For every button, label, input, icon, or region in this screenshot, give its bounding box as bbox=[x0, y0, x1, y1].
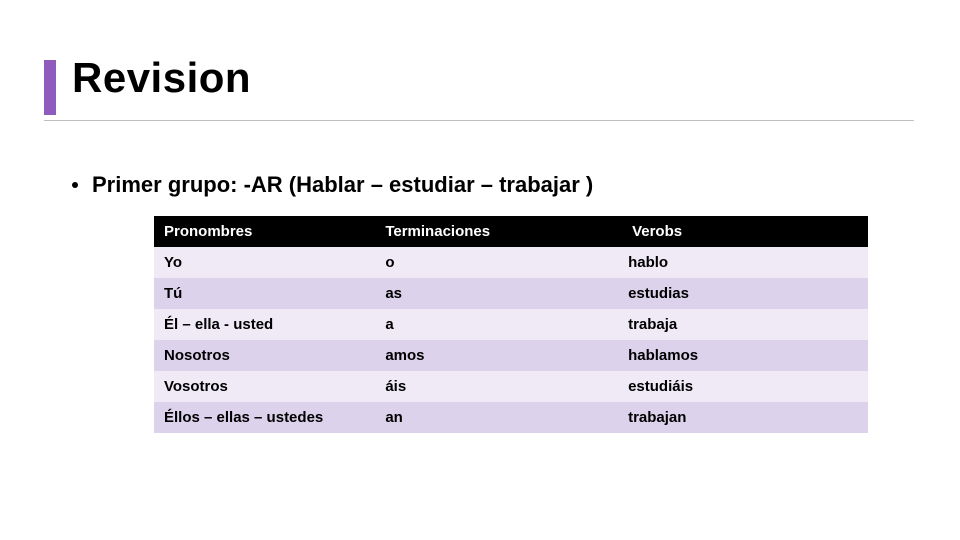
cell-verb: trabajan bbox=[618, 402, 868, 433]
cell-pronoun: Yo bbox=[154, 247, 375, 278]
cell-verb: hablo bbox=[618, 247, 868, 278]
cell-pronoun: Él – ella - usted bbox=[154, 309, 375, 340]
cell-pronoun: Tú bbox=[154, 278, 375, 309]
bullet-text: Primer grupo: -AR (Hablar – estudiar – t… bbox=[92, 172, 593, 197]
page-title: Revision bbox=[72, 54, 251, 102]
conjugation-table-wrap: Pronombres Terminaciones Verobs Yo o hab… bbox=[154, 216, 868, 433]
title-underline bbox=[44, 120, 914, 121]
title-accent-bar bbox=[44, 60, 56, 115]
table-row: Éllos – ellas – ustedes an trabajan bbox=[154, 402, 868, 433]
bullet-line: Primer grupo: -AR (Hablar – estudiar – t… bbox=[72, 172, 593, 198]
cell-pronoun: Nosotros bbox=[154, 340, 375, 371]
table-row: Vosotros áis estudiáis bbox=[154, 371, 868, 402]
slide: Revision Primer grupo: -AR (Hablar – est… bbox=[0, 0, 960, 540]
conjugation-table: Pronombres Terminaciones Verobs Yo o hab… bbox=[154, 216, 868, 433]
table-header-row: Pronombres Terminaciones Verobs bbox=[154, 216, 868, 247]
cell-verb: trabaja bbox=[618, 309, 868, 340]
table-row: Nosotros amos hablamos bbox=[154, 340, 868, 371]
cell-ending: as bbox=[375, 278, 618, 309]
table-row: Yo o hablo bbox=[154, 247, 868, 278]
table-row: Tú as estudias bbox=[154, 278, 868, 309]
cell-verb: estudias bbox=[618, 278, 868, 309]
cell-pronoun: Vosotros bbox=[154, 371, 375, 402]
cell-ending: an bbox=[375, 402, 618, 433]
table-header-terminaciones: Terminaciones bbox=[375, 216, 618, 247]
table-header-pronombres: Pronombres bbox=[154, 216, 375, 247]
cell-ending: o bbox=[375, 247, 618, 278]
bullet-dot-icon bbox=[72, 182, 78, 188]
table-header-verbos: Verobs bbox=[618, 216, 868, 247]
cell-verb: hablamos bbox=[618, 340, 868, 371]
cell-ending: amos bbox=[375, 340, 618, 371]
cell-ending: a bbox=[375, 309, 618, 340]
cell-pronoun: Éllos – ellas – ustedes bbox=[154, 402, 375, 433]
cell-verb: estudiáis bbox=[618, 371, 868, 402]
cell-ending: áis bbox=[375, 371, 618, 402]
table-row: Él – ella - usted a trabaja bbox=[154, 309, 868, 340]
